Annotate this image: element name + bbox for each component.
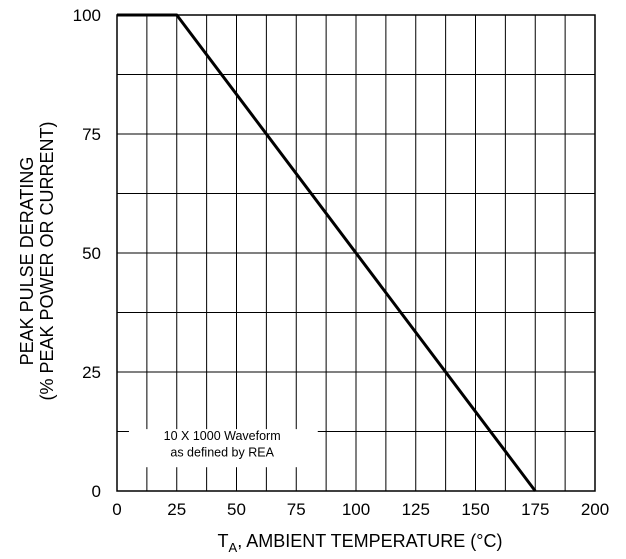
x-axis-title-subscript: A xyxy=(229,540,238,555)
x-tick-label: 25 xyxy=(167,500,186,519)
x-tick-label: 200 xyxy=(581,500,609,519)
x-tick-label: 0 xyxy=(112,500,121,519)
y-axis-title-line-1: PEAK PULSE DERATING xyxy=(17,157,37,366)
x-tick-label: 150 xyxy=(461,500,489,519)
x-axis-title: TA, AMBIENT TEMPERATURE (°C) xyxy=(218,531,503,555)
x-tick-label: 50 xyxy=(227,500,246,519)
annotation-line-1: 10 X 1000 Waveform xyxy=(164,429,281,443)
series-layer xyxy=(117,13,537,492)
x-axis-title-rest: , AMBIENT TEMPERATURE (°C) xyxy=(237,531,502,551)
y-tick-label: 100 xyxy=(73,6,101,25)
derating-curve xyxy=(117,13,537,492)
x-tick-label: 100 xyxy=(342,500,370,519)
annotation-line-2: as defined by REA xyxy=(170,445,274,459)
grid xyxy=(116,14,596,492)
y-tick-label: 0 xyxy=(92,482,101,501)
y-tick-label: 75 xyxy=(82,125,101,144)
y-tick-label: 25 xyxy=(82,363,101,382)
annotation-box xyxy=(128,429,318,468)
y-tick-label: 50 xyxy=(82,244,101,263)
x-tick-label: 75 xyxy=(287,500,306,519)
x-tick-label: 175 xyxy=(521,500,549,519)
plot-frame xyxy=(116,14,596,492)
x-axis-title-main: T xyxy=(218,531,229,551)
x-tick-label: 125 xyxy=(402,500,430,519)
tick-labels: 0 25 50 75 100 125 150 175 200 0 25 50 75 100 xyxy=(73,6,610,519)
y-axis-title-line-2: (% PEAK POWER OR CURRENT) xyxy=(37,121,57,400)
